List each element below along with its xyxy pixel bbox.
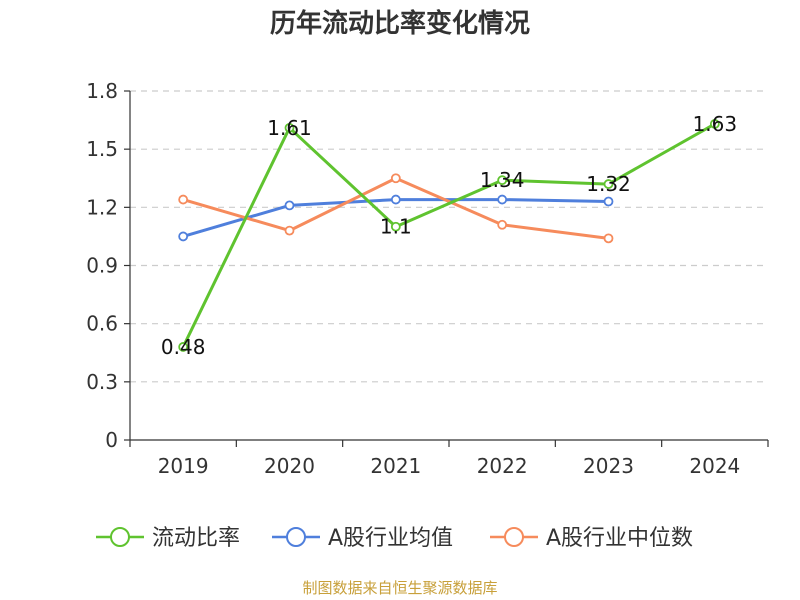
- data-point: [497, 194, 508, 205]
- data-point: [603, 233, 614, 244]
- data-label: 1.61: [267, 116, 312, 140]
- chart-title: 历年流动比率变化情况: [269, 9, 530, 39]
- legend-label: A股行业中位数: [546, 526, 693, 551]
- x-tick-label: 2019: [158, 454, 209, 478]
- data-point: [603, 179, 614, 189]
- legend-item[interactable]: A股行业均值: [272, 526, 453, 551]
- data-label: 0.48: [161, 335, 206, 359]
- y-tick-label: 0.3: [86, 370, 118, 394]
- y-tick-label: 0: [105, 428, 118, 452]
- y-tick-label: 1.5: [86, 137, 118, 161]
- grid-lines: [130, 90, 768, 383]
- data-point: [390, 221, 401, 232]
- data-point: [178, 342, 189, 352]
- legend: 流动比率 A股行业均值 A股行业中位数: [96, 526, 693, 551]
- y-tick-label: 1.2: [86, 195, 118, 219]
- data-point: [497, 175, 508, 186]
- data-point: [178, 231, 189, 242]
- legend-marker: [110, 527, 130, 547]
- data-point: [284, 225, 295, 236]
- data-point: [390, 173, 401, 184]
- data-point: [284, 122, 295, 133]
- data-point: [178, 194, 189, 205]
- x-tick-label: 2021: [370, 454, 421, 478]
- x-tick-label: 2020: [264, 454, 315, 478]
- data-labels: 0.48 1.61 1.1 1.34 1.32 1.63: [161, 112, 737, 359]
- data-point: [709, 119, 720, 129]
- series-lines: [178, 119, 720, 352]
- x-tick-label: 2023: [583, 454, 634, 478]
- data-label: 1.1: [380, 215, 412, 239]
- legend-item[interactable]: A股行业中位数: [490, 526, 693, 551]
- x-tick-label: 2022: [477, 454, 528, 478]
- legend-item[interactable]: 流动比率: [96, 526, 240, 551]
- data-point: [284, 200, 295, 211]
- data-point: [390, 194, 401, 205]
- axes: 0 0.3 0.6 0.9 1.2 1.5 1.8 2019 2020 2021 2022 2023 2…: [86, 79, 769, 478]
- source-note: 制图数据来自恒生聚源数据库: [302, 579, 498, 597]
- data-label: 1.34: [480, 168, 525, 192]
- x-tick-label: 2024: [689, 454, 740, 478]
- legend-label: 流动比率: [152, 526, 240, 551]
- y-tick-label: 1.8: [86, 79, 118, 103]
- data-label: 1.63: [693, 112, 738, 136]
- data-point: [603, 196, 614, 207]
- data-point: [497, 219, 508, 230]
- y-tick-label: 0.9: [86, 254, 118, 278]
- data-label: 1.32: [586, 172, 631, 196]
- legend-marker: [504, 527, 524, 547]
- series-line: [181, 122, 716, 348]
- legend-label: A股行业均值: [328, 526, 453, 551]
- y-tick-label: 0.6: [86, 312, 118, 336]
- legend-marker: [286, 527, 306, 547]
